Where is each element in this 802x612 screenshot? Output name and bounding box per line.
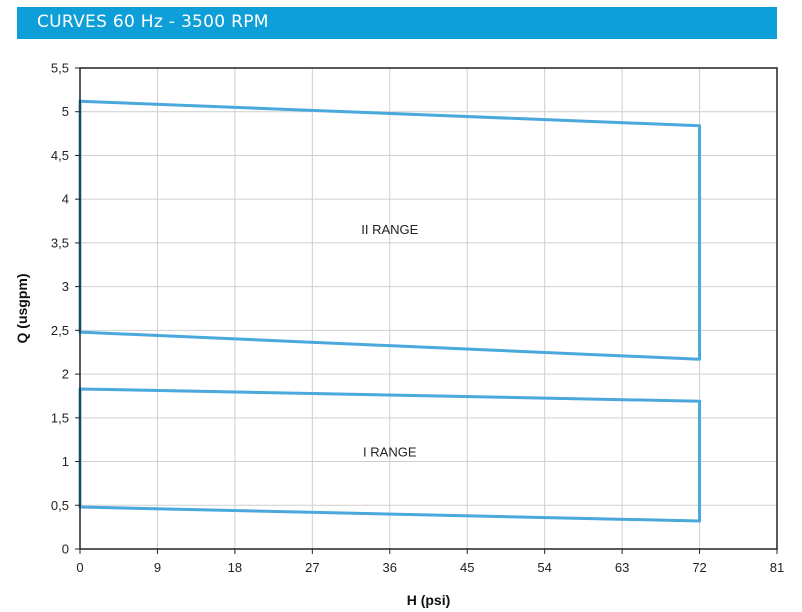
x-tick-label: 54 — [537, 560, 551, 575]
y-tick-label: 0,5 — [51, 498, 69, 513]
grid-layer — [79, 67, 778, 550]
x-tick-label: 9 — [154, 560, 161, 575]
header-banner: CURVES 60 Hz - 3500 RPM — [17, 7, 777, 39]
x-tick-label: 72 — [692, 560, 706, 575]
x-axis-label: H (psi) — [407, 592, 451, 608]
x-tick-label: 81 — [770, 560, 784, 575]
x-tick-label: 18 — [228, 560, 242, 575]
y-axis-label: Q (usgpm) — [14, 274, 30, 344]
x-tick-label: 45 — [460, 560, 474, 575]
y-tick-label: 1,5 — [51, 410, 69, 425]
y-tick-label: 3,5 — [51, 235, 69, 250]
x-tick-label: 0 — [76, 560, 83, 575]
x-tick-label: 27 — [305, 560, 319, 575]
y-tick-label: 2 — [62, 367, 69, 382]
range-label-ii-range: II RANGE — [361, 222, 418, 237]
y-tick-label: 3 — [62, 279, 69, 294]
x-tick-label: 36 — [383, 560, 397, 575]
y-tick-label: 5 — [62, 104, 69, 119]
plot-frame — [79, 67, 778, 550]
tick-layer: 0 9 18 27 36 45 54 63 72 81 0 0,5 1 1,5 2 2,5 3 3,5 4 4,5 5 5… — [51, 61, 784, 576]
y-tick-label: 2,5 — [51, 323, 69, 338]
chart-title: CURVES 60 Hz - 3500 RPM — [37, 12, 269, 32]
y-tick-label: 4,5 — [51, 148, 69, 163]
y-tick-label: 5,5 — [51, 61, 69, 76]
y-tick-label: 1 — [62, 454, 69, 469]
x-tick-label: 63 — [615, 560, 629, 575]
y-tick-label: 4 — [62, 192, 69, 207]
y-tick-label: 0 — [62, 542, 69, 557]
range-label-i-range: I RANGE — [363, 444, 417, 459]
